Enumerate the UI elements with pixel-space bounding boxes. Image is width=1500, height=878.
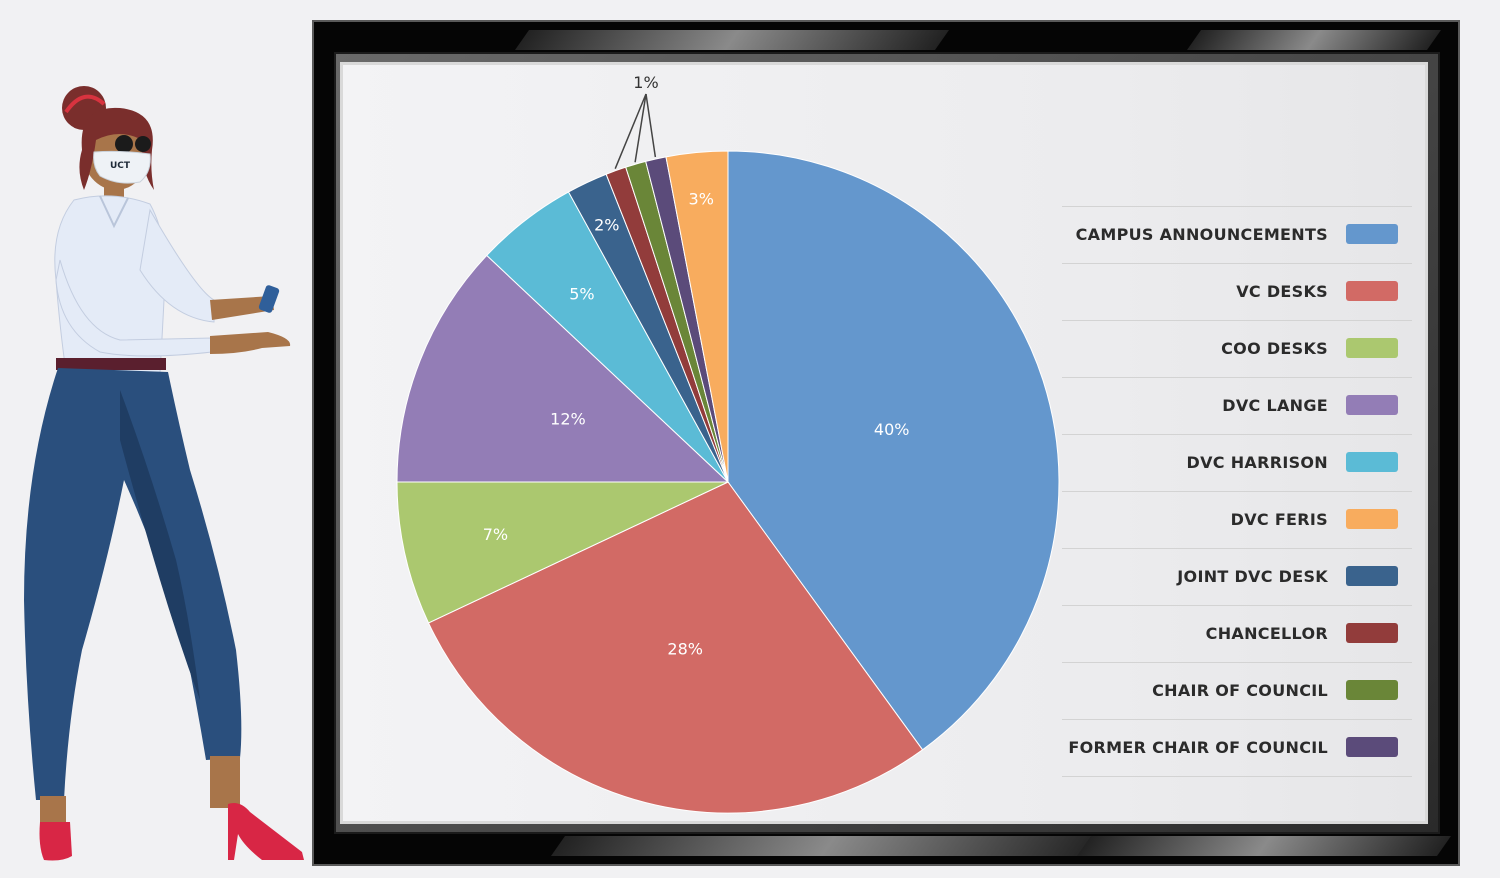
slice-label-dvc-feris: 3% bbox=[689, 190, 714, 209]
pie-slice-dvc-feris bbox=[665, 150, 729, 483]
legend-swatch bbox=[1346, 737, 1398, 757]
legend-label: DVC LANGE bbox=[1222, 395, 1328, 415]
legend-swatch bbox=[1346, 224, 1398, 244]
hair-band bbox=[64, 94, 106, 114]
legend-label: COO DESKS bbox=[1221, 338, 1328, 358]
mask-logo: UCT bbox=[110, 161, 131, 171]
callout-label-1pct: 1% bbox=[633, 73, 658, 92]
legend-divider bbox=[1062, 491, 1412, 492]
phone bbox=[258, 285, 280, 313]
slice-label-vc-desks: 28% bbox=[667, 640, 703, 659]
legend-item: CHAIR OF COUNCIL bbox=[1062, 674, 1412, 706]
callout-line-chancellor bbox=[614, 93, 647, 169]
legend-divider bbox=[1062, 605, 1412, 606]
pie-slice-dvc-lange bbox=[396, 254, 730, 483]
legend-swatch bbox=[1346, 452, 1398, 472]
legend-item: FORMER CHAIR OF COUNCIL bbox=[1062, 731, 1412, 763]
legend-swatch bbox=[1346, 281, 1398, 301]
shoe-left bbox=[39, 822, 72, 861]
presenter-illustration: UCT bbox=[24, 86, 304, 861]
legend-divider bbox=[1062, 776, 1412, 777]
slice-label-campus-announcements: 40% bbox=[874, 420, 910, 439]
legend-divider bbox=[1062, 377, 1412, 378]
legend-label: FORMER CHAIR OF COUNCIL bbox=[1068, 737, 1328, 757]
legend-divider bbox=[1062, 434, 1412, 435]
legend-divider bbox=[1062, 320, 1412, 321]
face-mask bbox=[93, 150, 151, 184]
legend-label: DVC HARRISON bbox=[1186, 452, 1328, 472]
pie-slice-vc-desks bbox=[427, 481, 924, 814]
sunglasses-right bbox=[135, 136, 151, 152]
callout-line-chair-of-council bbox=[634, 93, 647, 163]
legend-label: CAMPUS ANNOUNCEMENTS bbox=[1075, 224, 1328, 244]
legend-swatch bbox=[1346, 623, 1398, 643]
shoe-right bbox=[228, 803, 304, 860]
hair bbox=[79, 107, 154, 190]
legend-swatch bbox=[1346, 509, 1398, 529]
legend-item: DVC HARRISON bbox=[1062, 446, 1412, 478]
pie-slice-campus-announcements bbox=[727, 150, 1060, 751]
legend-swatch bbox=[1346, 566, 1398, 586]
legend-item: VC DESKS bbox=[1062, 275, 1412, 307]
belt bbox=[56, 358, 166, 370]
legend-divider bbox=[1062, 548, 1412, 549]
legend-divider bbox=[1062, 263, 1412, 264]
callout-line-former-chair-of-council bbox=[645, 93, 657, 158]
legend-item: DVC FERIS bbox=[1062, 503, 1412, 535]
legend-label: CHAIR OF COUNCIL bbox=[1152, 680, 1328, 700]
legend-label: VC DESKS bbox=[1236, 281, 1328, 301]
legend-label: CHANCELLOR bbox=[1205, 623, 1328, 643]
legend-item: CAMPUS ANNOUNCEMENTS bbox=[1062, 218, 1412, 250]
slice-label-coo-desks: 7% bbox=[483, 525, 508, 544]
legend-divider bbox=[1062, 719, 1412, 720]
pie-slice-coo-desks bbox=[396, 481, 729, 624]
hand-lower bbox=[210, 332, 291, 354]
shirt-collar bbox=[99, 195, 129, 229]
ankle-right bbox=[210, 756, 240, 808]
slice-label-joint-dvc-desk: 2% bbox=[594, 215, 619, 234]
legend-swatch bbox=[1346, 395, 1398, 415]
legend-item: COO DESKS bbox=[1062, 332, 1412, 364]
legend-label: DVC FERIS bbox=[1230, 509, 1328, 529]
jeans-shade bbox=[120, 390, 200, 700]
jeans bbox=[24, 368, 242, 800]
arm-lower bbox=[55, 259, 213, 357]
sunglasses-left bbox=[115, 135, 133, 153]
legend-divider bbox=[1062, 206, 1412, 207]
slice-label-dvc-harrison: 5% bbox=[569, 285, 594, 304]
legend-divider bbox=[1062, 662, 1412, 663]
legend-item: JOINT DVC DESK bbox=[1062, 560, 1412, 592]
legend-item: DVC LANGE bbox=[1062, 389, 1412, 421]
legend-swatch bbox=[1346, 338, 1398, 358]
legend-swatch bbox=[1346, 680, 1398, 700]
legend-label: JOINT DVC DESK bbox=[1177, 566, 1328, 586]
legend-item: CHANCELLOR bbox=[1062, 617, 1412, 649]
forearm-top bbox=[210, 296, 274, 320]
slice-label-dvc-lange: 12% bbox=[550, 410, 586, 429]
